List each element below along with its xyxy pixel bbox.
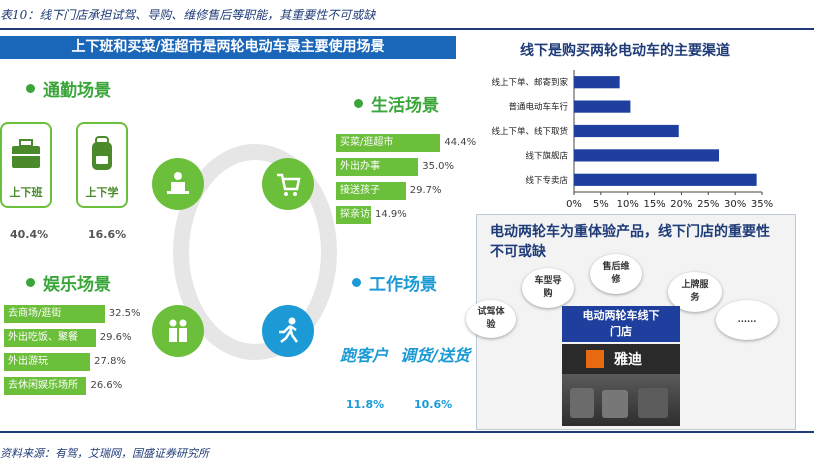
life-bar: 探亲访友 <box>336 206 380 224</box>
bubble-after-sales: 售后维修 <box>590 254 642 294</box>
life-bar-value: 29.7% <box>409 185 442 196</box>
office-worker-icon <box>167 172 189 194</box>
entertainment-bar: 去休闲娱乐场所 <box>4 377 87 395</box>
store-panel-title: 电动两轮车为重体验产品，线下门店的重要性不可或缺 <box>490 224 770 260</box>
work-pct-delivery: 10.6% <box>414 398 453 411</box>
x-tick-label: 30% <box>724 199 746 210</box>
brand-logo <box>586 350 604 368</box>
brand-text: 雅迪 <box>614 352 642 368</box>
top-rule <box>0 28 814 30</box>
commute-tile-work: 上下班 <box>0 122 52 208</box>
store-center-label: 电动两轮车线下门店 <box>562 306 680 342</box>
entertainment-section-title: 娱乐场景 <box>26 270 111 295</box>
x-tick-label: 0% <box>566 199 582 210</box>
left-panel-title: 上下班和买菜/逛超市是两轮电动车最主要使用场景 <box>0 36 456 59</box>
bottom-rule <box>0 431 814 433</box>
channel-bar <box>574 173 757 186</box>
life-circle <box>262 158 314 210</box>
entertainment-bar: 去商场/逛街 <box>4 305 105 323</box>
work-section-title: 工作场景 <box>352 270 437 295</box>
life-bar-value: 35.0% <box>422 161 455 172</box>
work-pct-client: 11.8% <box>346 398 385 411</box>
channel-bar <box>574 124 679 138</box>
x-tick-label: 10% <box>617 199 639 210</box>
work-item-delivery: 调货/送货 <box>400 346 470 365</box>
x-tick-label: 25% <box>697 199 719 210</box>
x-tick-label: 35% <box>751 199 773 210</box>
commute-circle <box>152 158 204 210</box>
commute-section-title: 通勤场景 <box>26 76 111 101</box>
briefcase-icon <box>12 139 40 168</box>
channel-bar <box>574 100 631 113</box>
bubble-registration: 上牌服务 <box>668 272 722 312</box>
store-photo: 雅迪 <box>562 344 680 426</box>
scene-ring <box>173 144 337 360</box>
channel-bar <box>574 76 620 89</box>
life-bar: 外出办事 <box>336 158 419 176</box>
life-section-title: 生活场景 <box>354 91 439 116</box>
life-bar-value: 14.9% <box>375 209 407 220</box>
bubble-shopping-guide: 车型导购 <box>522 268 574 308</box>
commute-label-school: 上下学 <box>85 186 119 199</box>
commute-pct-work: 40.4% <box>10 228 49 241</box>
entertainment-circle <box>152 305 204 357</box>
commute-pct-school: 16.6% <box>88 228 127 241</box>
x-tick-label: 15% <box>643 199 665 210</box>
category-label: 线下旗舰店 <box>525 150 568 161</box>
source-note: 资料来源：有驾，艾瑞网，国盛证券研究所 <box>0 447 209 460</box>
category-label: 线上下单、邮寄到家 <box>491 77 568 88</box>
x-tick-label: 20% <box>670 199 692 210</box>
x-tick-label: 5% <box>593 199 609 210</box>
category-label: 线下专卖店 <box>525 175 568 186</box>
chart-title: 线下是购买两轮电动车的主要渠道 <box>520 43 730 59</box>
entertainment-bar-value: 29.6% <box>99 332 132 343</box>
life-bar-value: 44.4% <box>444 137 477 148</box>
commute-tile-school: 上下学 <box>76 122 128 208</box>
entertainment-bar-value: 26.6% <box>90 380 123 391</box>
backpack-icon <box>92 136 112 170</box>
life-bar: 接送孩子 <box>336 182 406 200</box>
work-item-client: 跑客户 <box>340 346 389 365</box>
work-circle <box>262 305 314 357</box>
runner-icon <box>279 317 299 343</box>
entertainment-bar: 外出吃饭、聚餐 <box>4 329 96 347</box>
category-label: 线上下单、线下取货 <box>491 126 568 137</box>
entertainment-bar-value: 27.8% <box>94 356 126 367</box>
bubble-test-ride: 试驾体验 <box>466 300 516 338</box>
people-icon <box>169 319 187 342</box>
category-label: 普通电动车车行 <box>508 102 568 113</box>
shopping-cart-icon <box>277 173 301 196</box>
bubble-more: ...... <box>716 300 778 340</box>
entertainment-bar-value: 32.5% <box>108 308 141 319</box>
commute-label-work: 上下班 <box>9 186 43 199</box>
life-bar: 买菜/逛超市 <box>336 134 441 152</box>
entertainment-bar: 外出游玩 <box>4 353 91 371</box>
channel-bar <box>574 149 720 162</box>
figure-caption: 表10：线下门店承担试驾、导购、维修售后等职能，其重要性不可或缺 <box>0 8 376 22</box>
